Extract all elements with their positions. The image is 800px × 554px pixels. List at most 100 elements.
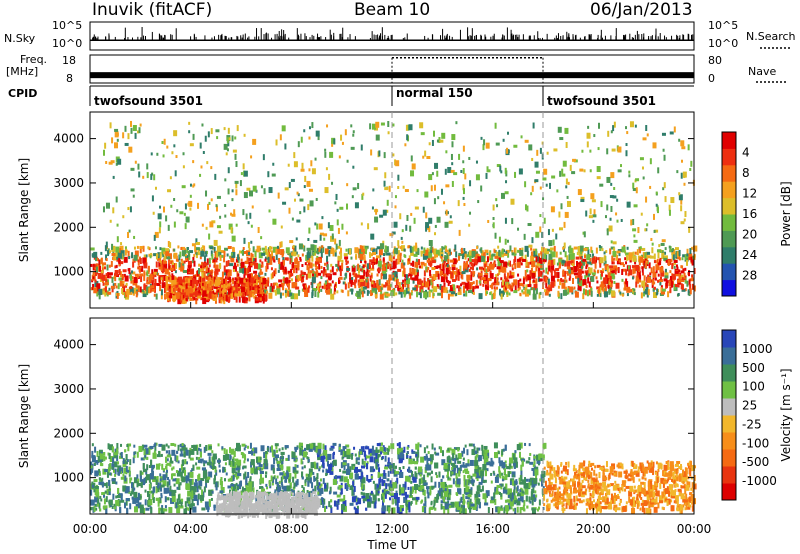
echo-cell: [379, 214, 384, 218]
echo-cell: [197, 493, 200, 500]
echo-cell: [650, 267, 653, 274]
echo-cell: [392, 262, 397, 269]
echo-cell: [133, 246, 136, 250]
echo-cell: [287, 270, 292, 274]
echo-cell: [234, 280, 237, 287]
echo-cell: [132, 258, 135, 262]
echo-cell: [92, 263, 95, 267]
echo-cell: [674, 270, 679, 274]
echo-cell: [223, 251, 226, 258]
echo-cell: [508, 275, 513, 279]
echo-cell: [223, 143, 228, 150]
echo-cell: [306, 180, 311, 187]
echo-cell: [488, 252, 491, 259]
echo-cell: [398, 282, 401, 289]
echo-cell: [333, 138, 336, 145]
echo-cell: [157, 213, 162, 220]
echo-cell: [243, 447, 246, 451]
echo-cell: [582, 231, 585, 235]
echo-cell: [369, 259, 374, 263]
echo-cell: [544, 253, 547, 260]
echo-cell: [496, 204, 499, 208]
echo-cell: [204, 501, 209, 508]
echo-cell: [481, 250, 484, 254]
echo-cell: [617, 249, 622, 253]
echo-cell: [350, 146, 355, 150]
echo-cell: [680, 283, 683, 290]
echo-cell: [557, 290, 560, 297]
echo-cell: [430, 243, 433, 250]
echo-cell: [250, 277, 255, 284]
echo-cell: [297, 289, 300, 296]
echo-cell: [404, 289, 407, 296]
echo-cell: [415, 258, 418, 262]
echo-cell: [96, 271, 99, 275]
echo-cell: [158, 227, 161, 234]
echo-cell: [226, 148, 229, 152]
echo-cell: [693, 268, 696, 275]
echo-cell: [160, 453, 163, 457]
echo-cell: [686, 253, 689, 257]
echo-cell: [329, 269, 332, 273]
echo-cell: [639, 256, 644, 263]
echo-cell: [326, 460, 329, 467]
echo-cell: [688, 226, 691, 233]
echo-cell: [397, 268, 402, 272]
echo-cell: [105, 246, 108, 250]
echo-cell: [577, 284, 582, 291]
echo-cell: [413, 253, 418, 257]
echo-cell: [671, 263, 674, 270]
echo-cell: [269, 245, 272, 252]
echo-cell: [392, 274, 395, 278]
echo-cell: [192, 256, 195, 263]
echo-cell: [345, 258, 348, 262]
echo-cell: [328, 173, 331, 180]
echo-cell: [434, 232, 437, 236]
echo-cell: [686, 280, 689, 287]
echo-cell: [416, 269, 419, 273]
echo-cell: [580, 275, 583, 279]
echo-cell: [177, 298, 182, 305]
echo-cell: [224, 214, 227, 218]
echo-cell: [429, 275, 432, 279]
echo-cell: [303, 271, 306, 275]
echo-cell: [107, 291, 112, 295]
echo-cell: [387, 263, 392, 267]
echo-cell: [357, 182, 360, 189]
echo-cell: [489, 292, 492, 296]
echo-cell: [612, 195, 617, 199]
echo-cell: [159, 259, 162, 263]
echo-cell: [440, 292, 443, 299]
echo-cell: [400, 291, 403, 298]
echo-cell: [304, 284, 307, 288]
echo-cell: [295, 278, 300, 282]
echo-cell: [390, 494, 395, 498]
echo-cell: [450, 272, 453, 279]
echo-cell: [636, 249, 639, 256]
echo-cell: [470, 274, 473, 281]
echo-cell: [198, 263, 201, 267]
echo-cell: [566, 272, 571, 276]
echo-cell: [551, 175, 556, 179]
echo-cell: [646, 251, 651, 255]
echo-cell: [425, 281, 430, 288]
echo-cell: [448, 220, 453, 224]
echo-cell: [324, 187, 329, 194]
echo-cell: [404, 254, 407, 258]
echo-cell: [323, 268, 326, 272]
echo-cell: [301, 253, 304, 257]
echo-cell: [308, 126, 311, 130]
echo-cell: [435, 472, 438, 476]
echo-cell: [639, 279, 642, 283]
echo-cell: [531, 237, 534, 244]
echo-cell: [395, 496, 400, 503]
echo-cell: [580, 251, 583, 255]
echo-cell: [161, 282, 166, 289]
echo-cell: [124, 142, 129, 146]
echo-cell: [582, 293, 585, 300]
echo-cell: [105, 241, 108, 248]
echo-cell: [504, 167, 507, 174]
echo-cell: [273, 259, 276, 263]
echo-cell: [514, 263, 517, 270]
echo-cell: [291, 451, 296, 458]
